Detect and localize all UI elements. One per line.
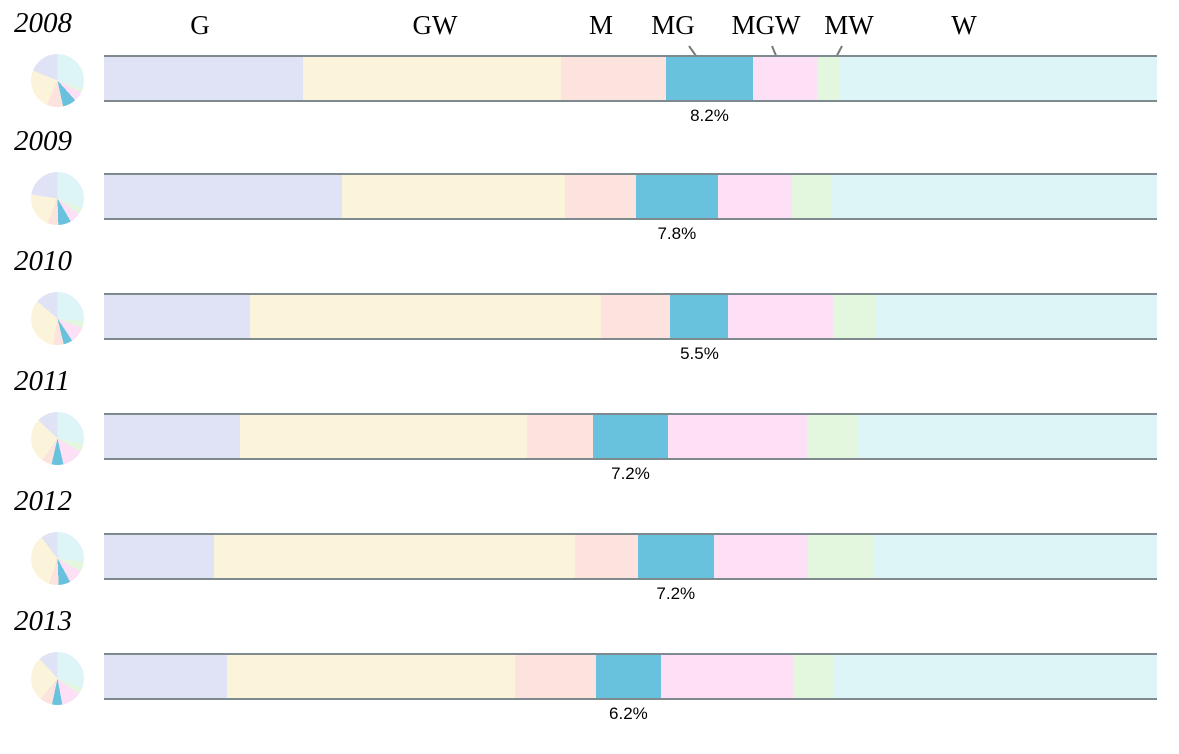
mg-percentage-label: 5.5%	[680, 344, 719, 363]
year-pie-chart	[31, 652, 84, 705]
bar-segment-mw	[832, 295, 875, 338]
bar-segment-w	[874, 295, 1157, 338]
year-label: 2009	[14, 125, 72, 157]
stacked-bar-2009	[104, 173, 1157, 220]
bar-segment-m	[527, 415, 593, 458]
year-pie-chart	[31, 292, 84, 345]
year-label: 2010	[14, 245, 72, 277]
bar-segment-mgw	[668, 415, 808, 458]
stacked-bar-2011	[104, 413, 1157, 460]
bar-segment-gw	[213, 535, 575, 578]
bar-segment-mw	[816, 57, 841, 100]
mg-percentage-label: 7.2%	[656, 584, 696, 603]
bar-segment-g	[104, 655, 228, 698]
year-pie-chart	[31, 172, 84, 225]
bar-segment-mgw	[728, 295, 833, 338]
bar-segment-m	[514, 655, 596, 698]
mg-percentage-label: 6.2%	[609, 704, 648, 723]
category-label-g: G	[190, 10, 210, 40]
mg-percentage-label: 7.8%	[657, 224, 697, 243]
bar-segment-mg	[635, 175, 718, 218]
bar-segment-mw	[808, 535, 873, 578]
year-pie-chart	[31, 412, 84, 465]
bar-segment-mg	[637, 535, 714, 578]
stacked-bar-2013	[104, 653, 1157, 700]
bar-segment-g	[104, 57, 304, 100]
year-label: 2012	[14, 485, 72, 517]
bar-segment-w	[872, 535, 1157, 578]
bar-segment-m	[574, 535, 638, 578]
bar-segment-w	[840, 57, 1157, 100]
year-pie-chart	[31, 532, 84, 585]
year-label: 2013	[14, 605, 72, 637]
bar-segment-w	[856, 415, 1157, 458]
bar-segment-gw	[250, 295, 601, 338]
category-label-gw: GW	[412, 10, 458, 40]
bar-segment-mg	[666, 57, 753, 100]
category-label-m: M	[588, 10, 614, 40]
bar-segment-mgw	[752, 57, 817, 100]
bar-segment-mw	[791, 175, 832, 218]
category-label-mgw: MGW	[731, 10, 801, 40]
mg-percentage-label: 7.2%	[611, 464, 650, 483]
bar-segment-g	[104, 175, 342, 218]
bar-segment-gw	[303, 57, 561, 100]
year-label: 2008	[14, 7, 72, 39]
year-pie-chart	[31, 54, 84, 107]
bar-segment-gw	[227, 655, 515, 698]
mg-percentage-label: 8.2%	[690, 106, 729, 125]
bar-segment-w	[831, 175, 1157, 218]
bar-segment-mgw	[717, 175, 792, 218]
bar-segment-mg	[592, 415, 669, 458]
stacked-bar-2010	[104, 293, 1157, 340]
bar-segment-gw	[341, 175, 566, 218]
bar-segment-g	[104, 415, 240, 458]
bar-segment-w	[832, 655, 1157, 698]
bar-segment-mw	[807, 415, 857, 458]
bar-segment-g	[104, 535, 214, 578]
bar-segment-mg	[670, 295, 729, 338]
bar-segment-mgw	[713, 535, 809, 578]
bar-segment-mgw	[661, 655, 793, 698]
stacked-bar-2008	[104, 55, 1157, 102]
category-label-mw: MW	[824, 10, 874, 40]
bar-segment-g	[104, 295, 251, 338]
category-label-w: W	[951, 10, 977, 40]
bar-segment-gw	[239, 415, 528, 458]
stacked-bar-2012	[104, 533, 1157, 580]
bar-segment-mw	[792, 655, 833, 698]
bar-segment-m	[601, 295, 671, 338]
year-label: 2011	[14, 365, 70, 397]
bar-segment-mg	[595, 655, 662, 698]
bar-segment-m	[561, 57, 667, 100]
category-label-mg: MG	[651, 10, 695, 40]
bar-segment-m	[565, 175, 636, 218]
